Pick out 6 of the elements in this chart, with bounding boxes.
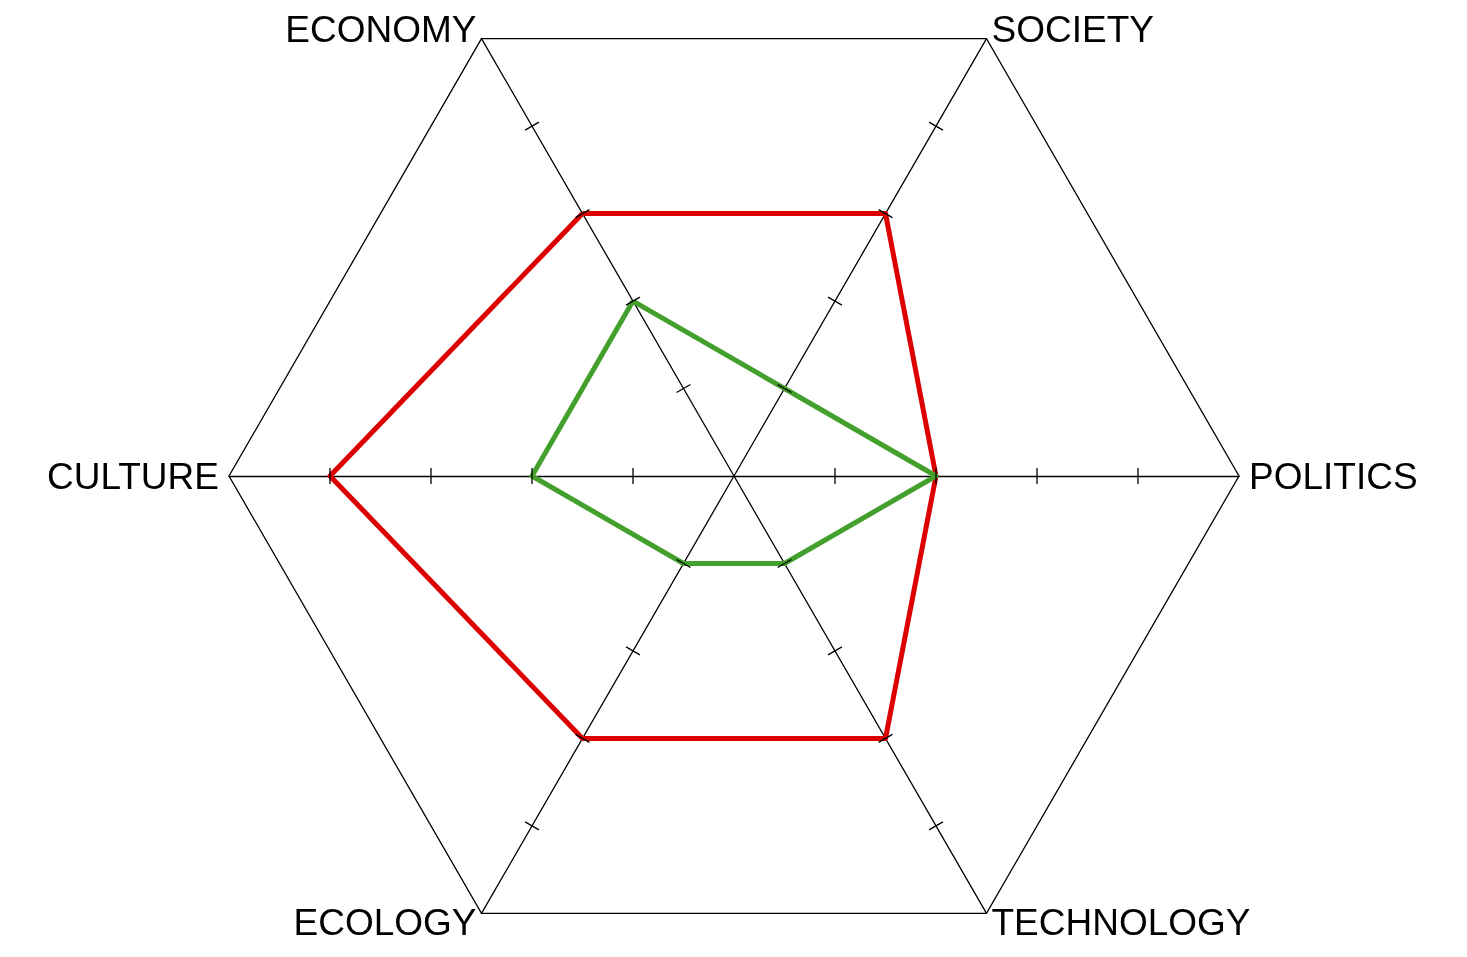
spoke-label: ECONOMY — [285, 9, 477, 51]
spoke-label: TECHNOLOGY — [991, 901, 1251, 943]
spoke-label: ECOLOGY — [293, 901, 477, 943]
spoke-label: SOCIETY — [991, 9, 1154, 51]
spoke-label: CULTURE — [47, 455, 219, 497]
spoke-label: POLITICS — [1249, 455, 1418, 497]
